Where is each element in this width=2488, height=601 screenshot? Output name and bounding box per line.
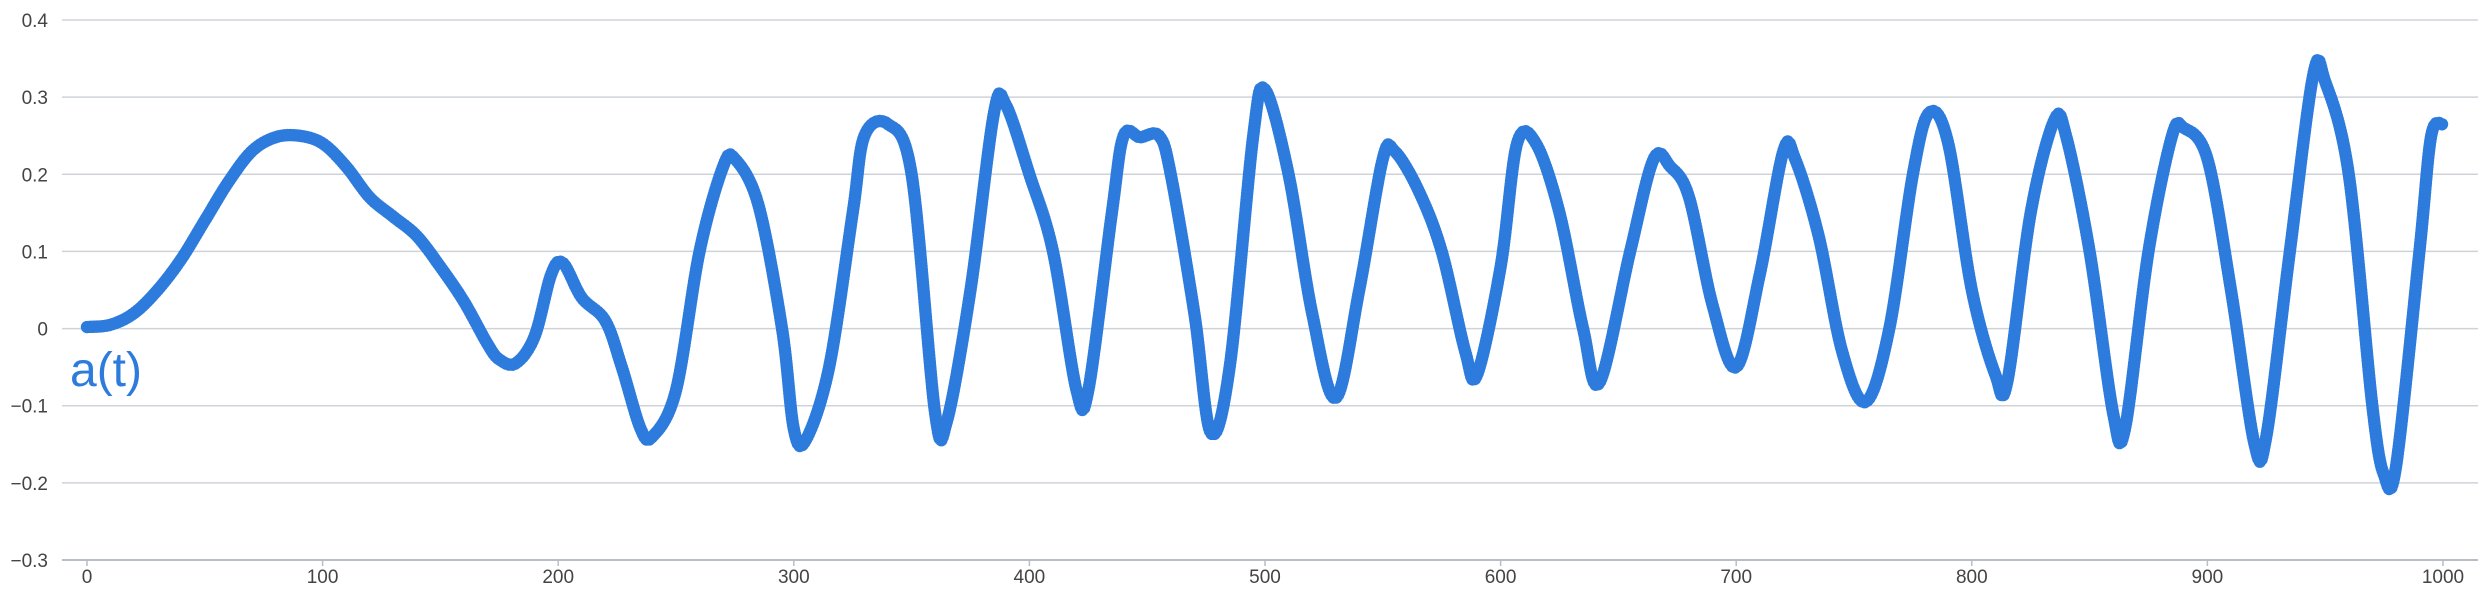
- x-tick-label: 200: [542, 567, 574, 588]
- grid-lines: [62, 19, 2478, 561]
- y-tick-label: 0.3: [22, 88, 48, 109]
- y-tick-label: −0.2: [10, 474, 48, 495]
- series-label: a(t): [70, 344, 142, 397]
- x-tick-label: 300: [778, 567, 810, 588]
- x-tick-label: 500: [1249, 567, 1281, 588]
- x-tick-label: 1000: [2422, 567, 2464, 588]
- y-tick-label: 0.4: [22, 11, 49, 32]
- series-labels: a(t): [70, 344, 142, 397]
- y-tick-label: −0.1: [10, 397, 48, 418]
- data-point: [2435, 118, 2449, 131]
- x-tick-label: 600: [1485, 567, 1517, 588]
- tick-labels: −0.3 −0.2 −0.1 0 0.1 0.2 0.3 0.4 0 100 200 300 400 50…: [10, 11, 2464, 588]
- x-tick-label: 100: [307, 567, 339, 588]
- x-tick-label: 900: [2192, 567, 2224, 588]
- y-tick-label: −0.3: [10, 551, 48, 572]
- y-tick-label: 0.2: [22, 165, 48, 186]
- x-tick-label: 0: [82, 567, 93, 588]
- axes: [62, 559, 2478, 566]
- y-tick-label: 0.1: [22, 242, 48, 263]
- x-tick-label: 700: [1720, 567, 1752, 588]
- x-tick-label: 400: [1014, 567, 1046, 588]
- series-a-t: [80, 54, 2449, 496]
- y-tick-label: 0: [37, 320, 48, 341]
- x-tick-label: 800: [1956, 567, 1988, 588]
